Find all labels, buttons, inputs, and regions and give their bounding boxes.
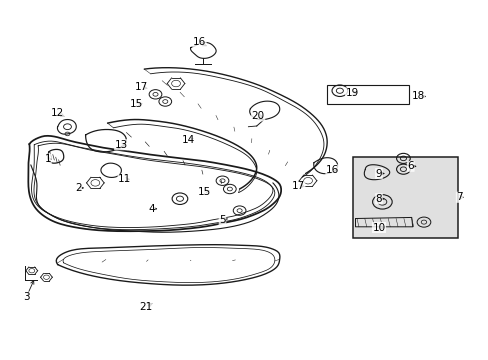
Text: 5: 5 bbox=[219, 215, 225, 225]
Text: 11: 11 bbox=[118, 174, 131, 184]
Text: 18: 18 bbox=[410, 91, 424, 102]
Text: 21: 21 bbox=[139, 302, 152, 312]
Text: 8: 8 bbox=[375, 194, 382, 204]
Text: 15: 15 bbox=[197, 186, 211, 197]
Text: 10: 10 bbox=[372, 222, 385, 233]
Text: 15: 15 bbox=[129, 99, 142, 109]
Text: 16: 16 bbox=[192, 37, 206, 48]
Text: 4: 4 bbox=[148, 204, 155, 214]
Text: 1: 1 bbox=[44, 154, 51, 164]
Bar bbox=[352, 157, 457, 238]
Bar bbox=[326, 85, 408, 104]
Text: 17: 17 bbox=[135, 82, 148, 92]
Text: 2: 2 bbox=[75, 183, 81, 193]
Text: 6: 6 bbox=[407, 161, 413, 171]
Text: 17: 17 bbox=[291, 181, 305, 192]
Text: 7: 7 bbox=[455, 192, 462, 202]
Text: 9: 9 bbox=[375, 168, 382, 179]
Text: 20: 20 bbox=[251, 111, 264, 121]
Text: 13: 13 bbox=[114, 140, 128, 150]
Text: 14: 14 bbox=[181, 135, 195, 145]
Text: 19: 19 bbox=[345, 88, 358, 98]
Text: 16: 16 bbox=[325, 165, 339, 175]
Text: 3: 3 bbox=[23, 292, 30, 302]
Text: 12: 12 bbox=[51, 108, 64, 118]
